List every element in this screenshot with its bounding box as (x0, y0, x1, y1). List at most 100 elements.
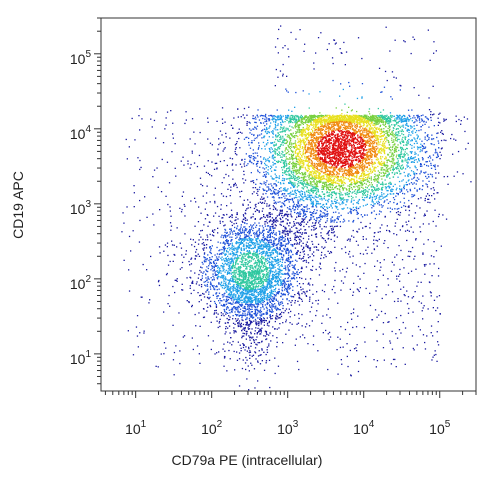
event-dot (280, 212, 282, 215)
event-dot (424, 273, 426, 275)
event-dot (426, 335, 428, 337)
event-dot (260, 295, 262, 297)
event-dot (314, 228, 316, 230)
event-dot (256, 290, 258, 292)
event-dot (294, 234, 297, 236)
event-dot (265, 253, 267, 255)
event-dot (283, 284, 286, 286)
event-dot (270, 241, 273, 244)
event-dot (298, 238, 300, 240)
event-dot (323, 257, 325, 259)
event-dot (301, 233, 303, 235)
event-dot (227, 264, 229, 266)
event-dot (203, 296, 206, 298)
event-dot (253, 156, 256, 158)
event-dot (268, 249, 271, 251)
event-dot (276, 262, 278, 264)
event-dot (222, 235, 225, 237)
event-dot (219, 160, 222, 163)
event-dot (229, 342, 231, 344)
event-dot (357, 244, 359, 246)
event-dot (237, 218, 239, 220)
event-dot (271, 262, 273, 264)
event-dot (271, 317, 273, 320)
event-dot (243, 232, 245, 234)
event-dot (236, 351, 238, 353)
event-dot (275, 278, 277, 280)
event-dot (441, 130, 443, 132)
event-dot (257, 134, 259, 136)
event-dot (286, 280, 288, 282)
event-dot (330, 205, 332, 207)
event-dot (230, 293, 232, 295)
event-dot (221, 182, 223, 184)
event-dot (229, 283, 231, 285)
event-dot (268, 309, 270, 311)
event-dot (269, 245, 271, 247)
event-dot (247, 291, 249, 293)
event-dot (242, 214, 245, 216)
event-dot (267, 260, 269, 262)
event-dot (308, 208, 310, 210)
event-dot (430, 143, 432, 145)
event-dot (254, 126, 256, 128)
event-dot (394, 39, 396, 41)
event-dot (325, 329, 327, 332)
event-dot (411, 151, 413, 153)
event-dot (269, 278, 271, 280)
event-dot (237, 289, 239, 292)
event-dot (400, 118, 402, 120)
event-dot (170, 215, 172, 217)
event-dot (303, 50, 305, 52)
event-dot (198, 273, 200, 276)
event-dot (413, 122, 415, 124)
event-dot (167, 254, 169, 257)
event-dot (255, 322, 257, 324)
event-dot (183, 164, 185, 166)
event-dot (437, 275, 440, 277)
event-dot (246, 219, 248, 221)
event-dot (399, 229, 401, 231)
event-dot (203, 256, 205, 258)
event-dot (228, 288, 230, 290)
event-dot (267, 158, 269, 160)
event-dot (266, 324, 269, 326)
event-dot (216, 168, 218, 170)
event-dot (278, 291, 280, 293)
event-dot (255, 296, 257, 298)
event-dot (286, 190, 288, 192)
event-dot (305, 261, 308, 263)
event-dot (263, 369, 266, 371)
event-dot (274, 317, 277, 319)
event-dot (269, 286, 272, 288)
event-dot (304, 291, 306, 293)
event-dot (413, 157, 415, 159)
event-dot (198, 255, 201, 257)
event-dot (292, 207, 294, 210)
event-dot (213, 300, 216, 303)
event-dot (280, 276, 282, 278)
event-dot (281, 284, 283, 287)
event-dot (425, 171, 427, 173)
event-dot (306, 204, 308, 206)
event-dot (284, 289, 286, 291)
event-dot (164, 128, 166, 130)
event-dot (279, 210, 282, 212)
event-dot (375, 366, 377, 368)
event-dot (233, 252, 235, 254)
event-dot (220, 314, 223, 317)
event-dot (431, 138, 433, 141)
event-dot (258, 211, 260, 213)
event-dot (229, 296, 231, 299)
event-dot (260, 292, 262, 294)
event-dot (292, 201, 294, 203)
event-dot (397, 213, 400, 216)
event-dot (243, 245, 245, 247)
event-dot (283, 232, 285, 234)
event-dot (227, 287, 229, 289)
event-dot (235, 295, 237, 297)
event-dot (300, 194, 302, 197)
event-dot (243, 293, 245, 295)
event-dot (271, 311, 273, 313)
event-dot (284, 188, 286, 191)
